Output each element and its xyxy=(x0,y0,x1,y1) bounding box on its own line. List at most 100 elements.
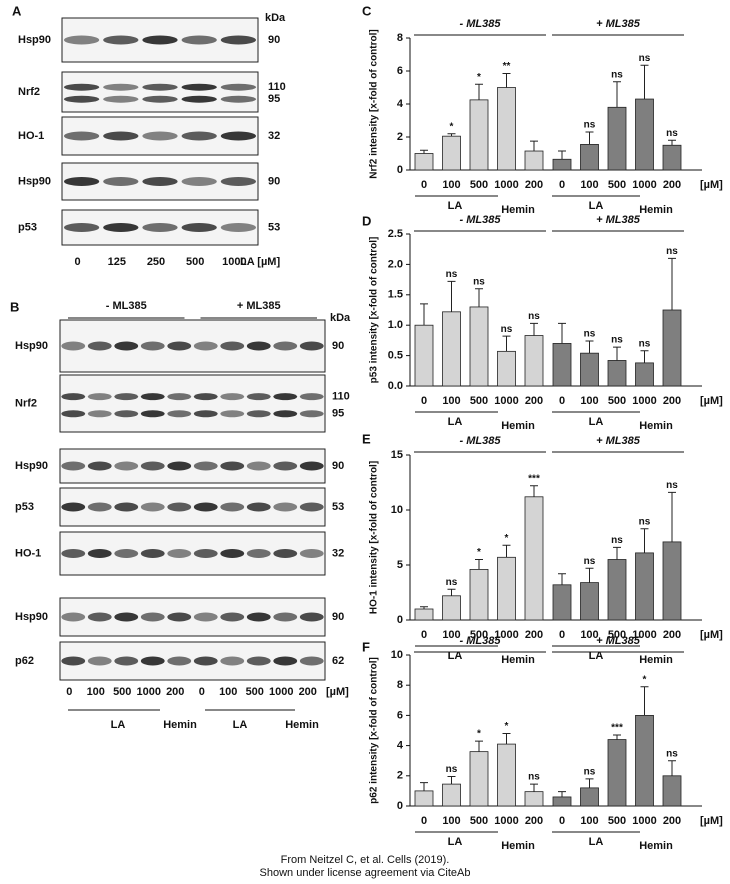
x-tick-label: 0 xyxy=(559,395,565,407)
group-label: Hemin xyxy=(163,719,197,731)
x-tick-label: 0 xyxy=(421,815,427,827)
band xyxy=(87,341,112,351)
x-tick-label: 0 xyxy=(421,179,427,191)
x-tick-label: 1000 xyxy=(632,179,656,191)
group-label: LA xyxy=(589,650,604,662)
x-tick-label: 200 xyxy=(525,629,543,641)
error-bar xyxy=(447,588,456,596)
x-tick-label: 200 xyxy=(525,179,543,191)
band xyxy=(140,410,165,418)
band xyxy=(299,393,324,401)
band xyxy=(193,461,218,471)
band xyxy=(246,612,271,622)
kda-label: 90 xyxy=(332,460,344,472)
y-tick-label: 4 xyxy=(397,98,404,110)
blot-frame xyxy=(61,71,259,113)
protein-label: Nrf2 xyxy=(18,86,40,98)
kda-header: kDa xyxy=(330,312,351,324)
group-label: LA xyxy=(448,836,463,848)
bar xyxy=(414,324,434,387)
lane-label: 0 xyxy=(75,256,81,268)
x-tick-label: 500 xyxy=(608,179,626,191)
error-bar xyxy=(640,686,649,716)
band xyxy=(140,612,165,622)
y-tick-label: 2.5 xyxy=(388,228,403,240)
x-tick-label: 0 xyxy=(559,629,565,641)
significance: * xyxy=(450,121,454,132)
band xyxy=(87,656,112,666)
band xyxy=(142,35,178,45)
bar xyxy=(414,608,434,621)
band xyxy=(87,612,112,622)
error-bar xyxy=(502,335,511,352)
significance: *** xyxy=(528,473,540,484)
lane-label: 100 xyxy=(219,686,237,698)
group-label: Hemin xyxy=(501,420,535,432)
significance: * xyxy=(477,729,481,740)
significance: ns xyxy=(446,577,458,588)
band xyxy=(87,549,112,558)
bar xyxy=(469,306,489,387)
band xyxy=(193,410,218,418)
x-tick-label: 500 xyxy=(608,815,626,827)
band xyxy=(299,549,324,558)
bar xyxy=(662,144,682,171)
band xyxy=(167,341,192,351)
band xyxy=(87,393,112,401)
group-label: LA xyxy=(589,836,604,848)
x-tick-label: 200 xyxy=(663,179,681,191)
lane-label: 500 xyxy=(246,686,264,698)
band xyxy=(220,549,245,558)
band xyxy=(63,177,100,186)
kda-label: 90 xyxy=(332,340,344,352)
significance: ns xyxy=(666,480,678,491)
series-name: + ML385 xyxy=(596,18,641,30)
x-tick-label: 1000 xyxy=(494,395,518,407)
band xyxy=(220,177,257,186)
significance: ns xyxy=(584,766,596,777)
bar xyxy=(469,569,489,621)
error-bar xyxy=(613,346,621,361)
band xyxy=(193,393,218,401)
band xyxy=(273,549,298,558)
error-bar xyxy=(475,288,483,307)
bar xyxy=(552,158,572,171)
kda-label: 90 xyxy=(332,611,344,623)
bar xyxy=(580,144,599,171)
bar xyxy=(442,135,461,171)
error-bar xyxy=(668,139,676,146)
bar xyxy=(607,360,627,387)
band xyxy=(299,410,324,418)
band xyxy=(181,95,217,103)
error-bar xyxy=(668,760,676,776)
band xyxy=(193,341,218,351)
protein-label: Hsp90 xyxy=(18,175,51,187)
bar xyxy=(662,541,682,621)
band xyxy=(87,410,112,418)
band xyxy=(220,393,245,401)
protein-label: p53 xyxy=(15,501,34,513)
error-bar xyxy=(585,778,594,788)
band xyxy=(140,341,165,351)
y-axis-label: Nrf2 intensity [x-fold of control] xyxy=(369,29,380,178)
y-tick-label: 8 xyxy=(397,679,403,691)
band xyxy=(220,410,245,418)
x-tick-label: 100 xyxy=(442,179,460,191)
y-axis-label: p53 intensity [x-fold of control] xyxy=(369,237,380,384)
error-bar xyxy=(502,72,511,88)
error-bar xyxy=(420,303,428,326)
significance: ns xyxy=(639,338,651,349)
y-tick-label: 0 xyxy=(397,800,403,812)
bar xyxy=(442,783,461,807)
band xyxy=(142,83,178,91)
band xyxy=(167,502,192,512)
bar xyxy=(635,715,654,807)
error-bar xyxy=(640,528,649,553)
kda-label: 95 xyxy=(332,408,344,420)
panel-letter: B xyxy=(10,299,19,314)
x-tick-label: 500 xyxy=(608,395,626,407)
y-axis-label: HO-1 intensity [x-fold of control] xyxy=(369,461,380,614)
y-tick-label: 4 xyxy=(397,740,404,752)
lane-label: 500 xyxy=(186,256,204,268)
bar xyxy=(607,739,627,807)
